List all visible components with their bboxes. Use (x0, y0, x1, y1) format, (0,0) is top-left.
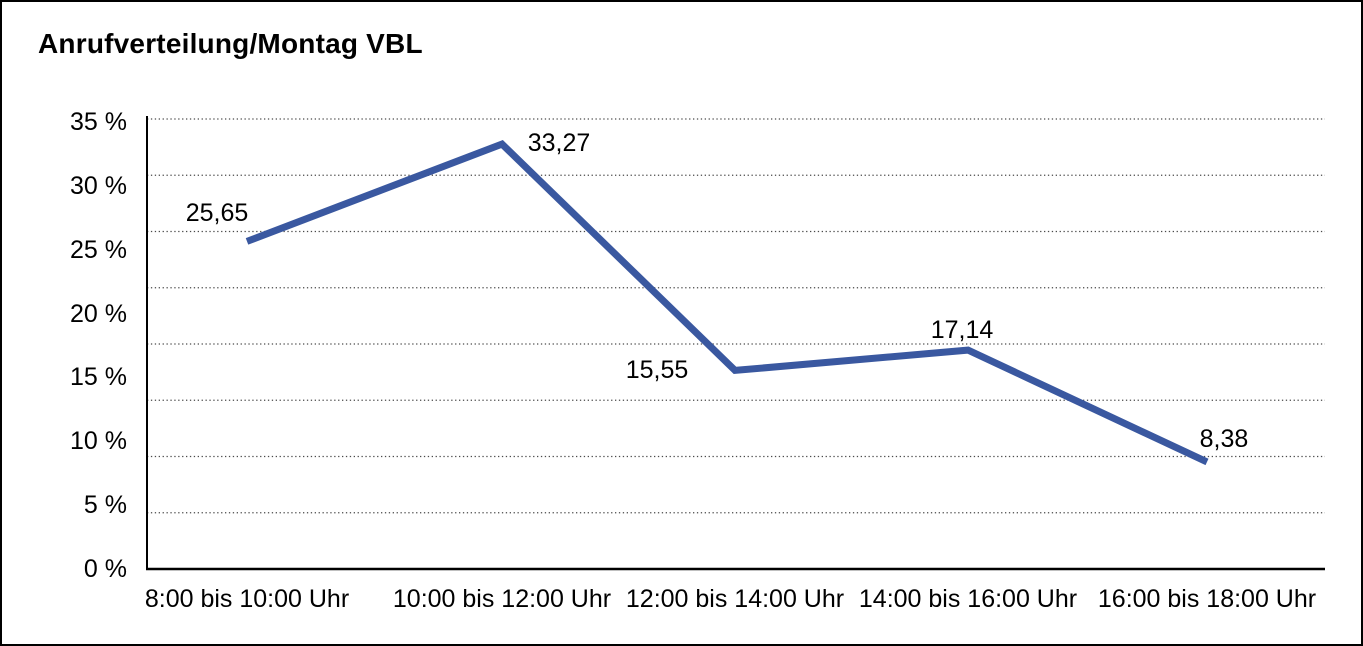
x-axis-category-label: 16:00 bis 18:00 Uhr (1097, 585, 1317, 613)
y-axis-tick-label: 20 % (70, 300, 127, 328)
y-axis-tick-label: 15 % (70, 363, 127, 391)
chart-title: Anrufverteilung/Montag VBL (38, 28, 423, 59)
data-point-label: 25,65 (185, 199, 249, 227)
y-axis-tick-label: 30 % (70, 172, 127, 200)
y-axis-tick-label: 0 % (83, 555, 127, 583)
y-axis-tick-label: 5 % (83, 491, 127, 519)
x-axis-category-label: 8:00 bis 10:00 Uhr (144, 585, 350, 613)
data-point-label: 33,27 (527, 129, 591, 157)
data-series-line (245, 140, 1209, 466)
data-point-label: 15,55 (625, 356, 689, 384)
y-axis-tick-label: 10 % (70, 427, 127, 455)
x-axis-category-label: 10:00 bis 12:00 Uhr (392, 585, 612, 613)
data-point-label: 17,14 (930, 316, 994, 344)
x-axis-category-label: 12:00 bis 14:00 Uhr (625, 585, 845, 613)
y-axis-tick-label: 25 % (70, 236, 127, 264)
data-point-label: 8,38 (1199, 425, 1249, 453)
y-axis-tick-label: 35 % (70, 108, 127, 136)
x-axis-category-label: 14:00 bis 16:00 Uhr (858, 585, 1078, 613)
